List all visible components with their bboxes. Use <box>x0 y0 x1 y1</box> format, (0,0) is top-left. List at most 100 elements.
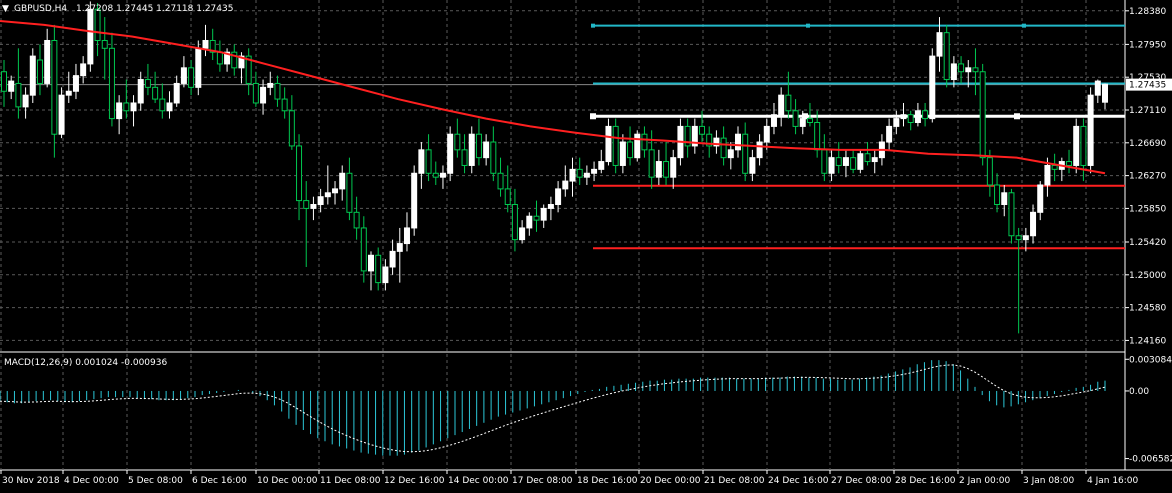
candle-body <box>504 188 511 206</box>
candle-body <box>8 80 15 92</box>
candle-body <box>663 161 670 178</box>
candle-body <box>1 71 7 92</box>
candle-body <box>1051 164 1058 170</box>
candle-body <box>310 204 317 209</box>
white-handle <box>1014 113 1020 120</box>
x-tick-label: 12 Dec 16:00 <box>384 476 445 486</box>
candle-body <box>893 118 900 127</box>
x-tick-label: 2 Jan 00:00 <box>959 476 1011 486</box>
candle-body <box>994 184 1001 206</box>
x-tick-label: 17 Dec 08:00 <box>512 476 573 486</box>
candle-body <box>958 63 965 73</box>
candle-body <box>439 172 446 178</box>
y-tick-label: 1.24580 <box>1129 304 1166 314</box>
candle-body <box>475 133 482 159</box>
candle-body <box>648 149 655 178</box>
x-tick-label: 21 Dec 08:00 <box>704 476 765 486</box>
white-handle <box>802 113 808 120</box>
candle-body <box>260 86 267 104</box>
white-handle <box>590 113 596 120</box>
candle-body <box>36 59 43 84</box>
candle-body <box>1015 235 1022 241</box>
candle-body <box>216 51 223 65</box>
candle-body <box>547 204 554 209</box>
candle-body <box>922 110 929 120</box>
candle-body <box>353 211 360 229</box>
candles-layer <box>1 1 1108 334</box>
candle-body <box>375 254 382 284</box>
candle-body <box>778 94 785 116</box>
y-axis: 1.28380 1.27950 1.27530 1.27110 1.26690 1.262… <box>1125 7 1172 465</box>
candle-body <box>598 161 605 170</box>
current-price-box <box>1126 78 1172 91</box>
candle-body <box>756 141 763 159</box>
candle-body <box>461 149 468 166</box>
candle-body <box>303 200 310 209</box>
candle-body <box>763 125 770 143</box>
ohlc-label: 1.27208 1.27445 1.27118 1.27435 <box>76 4 233 14</box>
candle-body <box>526 215 533 229</box>
y-tick-label: 1.25420 <box>1129 238 1166 248</box>
x-tick-label: 3 Jan 08:00 <box>1023 476 1075 486</box>
x-tick-label: 5 Dec 08:00 <box>128 476 183 486</box>
candle-body <box>835 157 842 166</box>
x-tick-label: 14 Dec 00:00 <box>448 476 509 486</box>
candle-body <box>432 172 439 178</box>
moving-average-line <box>0 19 1106 175</box>
candle-body <box>519 227 526 241</box>
candle-body <box>447 133 454 174</box>
candle-body <box>80 63 87 77</box>
candle-body <box>691 125 698 147</box>
candle-body <box>1102 83 1108 103</box>
candle-body <box>972 67 979 73</box>
candle-body <box>511 204 518 241</box>
candle-body <box>619 141 626 166</box>
candle-body <box>317 196 324 206</box>
cyan-handle <box>1022 23 1026 28</box>
candle-body <box>706 133 713 147</box>
candle-body <box>94 8 101 41</box>
candle-body <box>44 39 51 84</box>
candle-body <box>188 67 195 88</box>
candle-body <box>116 102 123 120</box>
candle-body <box>720 137 727 159</box>
candle-body <box>51 39 58 135</box>
candle-body <box>1008 192 1015 237</box>
candle-body <box>965 67 972 73</box>
candle-body <box>245 55 252 84</box>
candle-body <box>368 254 374 272</box>
y-tick-label: 1.27950 <box>1129 40 1166 50</box>
header-triangle-icon: ▼ <box>2 4 9 14</box>
candle-body <box>231 51 238 69</box>
candle-body <box>785 94 792 112</box>
candle-body <box>483 141 490 159</box>
candle-body <box>907 114 914 123</box>
candle-body <box>497 172 504 190</box>
candle-body <box>281 98 288 112</box>
candle-body <box>72 75 79 92</box>
candle-body <box>382 266 389 284</box>
candle-body <box>274 82 281 100</box>
candle-body <box>850 157 857 170</box>
candle-body <box>864 153 871 163</box>
x-tick-label: 10 Dec 00:00 <box>257 476 318 486</box>
candle-body <box>1022 235 1029 241</box>
candle-body <box>842 157 849 166</box>
candle-body <box>159 98 166 112</box>
candle-body <box>1066 161 1073 166</box>
x-tick-label: 4 Dec 00:00 <box>64 476 119 486</box>
grid-layer <box>0 0 1172 471</box>
candle-body <box>339 172 346 190</box>
macd-y-tick-label: 0.00 <box>1129 387 1149 397</box>
candle-body <box>770 114 777 127</box>
candle-body <box>979 71 986 159</box>
candle-body <box>735 133 741 151</box>
cyan-handle <box>591 23 595 28</box>
candle-body <box>828 157 835 174</box>
candle-body <box>87 8 94 65</box>
candle-body <box>1037 184 1044 213</box>
candle-body <box>360 227 367 272</box>
candle-body <box>943 32 950 81</box>
